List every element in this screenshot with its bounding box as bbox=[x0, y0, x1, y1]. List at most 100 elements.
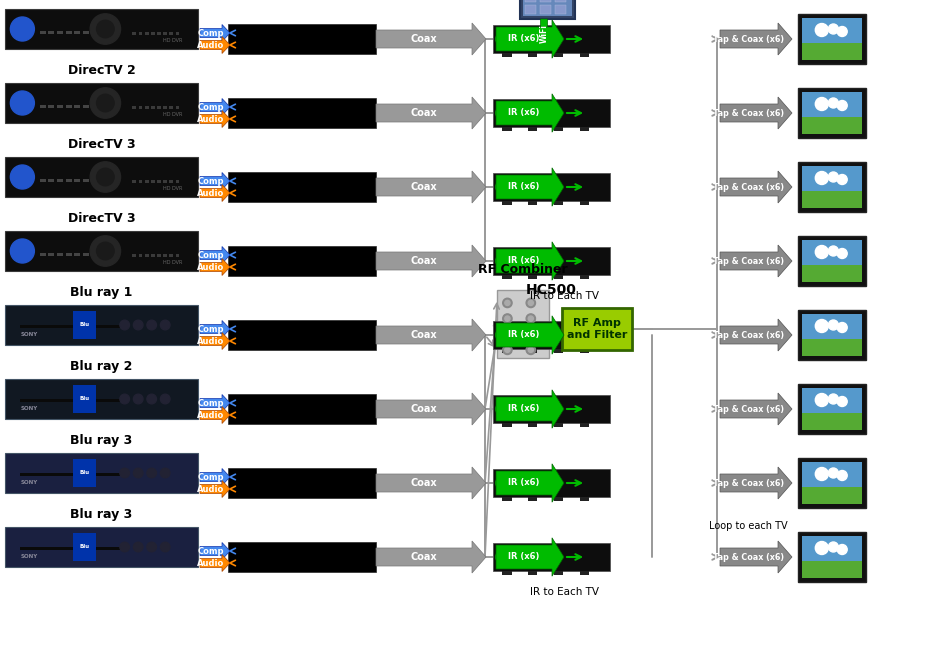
Bar bbox=[163, 32, 167, 35]
Bar bbox=[540, 0, 551, 2]
Text: Audio: Audio bbox=[198, 188, 224, 198]
Polygon shape bbox=[376, 319, 486, 351]
Text: Control4: Control4 bbox=[540, 331, 563, 336]
Text: Coax: Coax bbox=[410, 330, 437, 340]
Bar bbox=[151, 32, 155, 35]
Bar bbox=[57, 178, 63, 182]
Bar bbox=[528, 571, 538, 575]
Circle shape bbox=[133, 542, 142, 552]
Bar bbox=[555, 0, 566, 2]
Text: RF Amp
and Filter: RF Amp and Filter bbox=[567, 318, 627, 340]
Bar bbox=[554, 53, 563, 57]
Bar bbox=[5, 305, 198, 345]
Bar bbox=[139, 106, 142, 109]
Text: Coax: Coax bbox=[410, 552, 437, 562]
Bar bbox=[228, 468, 376, 498]
Bar bbox=[493, 173, 610, 201]
Bar bbox=[40, 105, 46, 108]
Bar bbox=[144, 106, 148, 109]
Bar bbox=[228, 542, 376, 572]
Circle shape bbox=[815, 23, 828, 36]
Bar bbox=[74, 178, 80, 182]
Bar bbox=[562, 308, 632, 350]
Bar bbox=[74, 30, 80, 34]
Bar bbox=[802, 92, 862, 117]
Polygon shape bbox=[720, 541, 792, 573]
Bar bbox=[176, 32, 180, 35]
Text: SONY: SONY bbox=[21, 554, 38, 560]
Bar bbox=[139, 180, 142, 183]
Text: IR (x6): IR (x6) bbox=[508, 404, 540, 414]
Bar bbox=[163, 254, 167, 257]
Circle shape bbox=[815, 394, 828, 406]
Bar bbox=[528, 201, 538, 206]
Polygon shape bbox=[720, 23, 792, 55]
Circle shape bbox=[528, 300, 533, 306]
Bar bbox=[554, 497, 563, 501]
Text: Coax: Coax bbox=[410, 256, 437, 266]
Text: Tap & Coax (x6): Tap & Coax (x6) bbox=[713, 479, 785, 487]
Bar bbox=[144, 180, 148, 183]
Bar bbox=[580, 423, 589, 427]
Bar bbox=[802, 92, 862, 134]
Circle shape bbox=[97, 168, 114, 186]
Text: HD DVR: HD DVR bbox=[163, 260, 182, 265]
Bar bbox=[493, 395, 610, 423]
Circle shape bbox=[496, 330, 506, 341]
Bar bbox=[503, 571, 512, 575]
Bar bbox=[528, 349, 538, 353]
Polygon shape bbox=[200, 259, 230, 276]
Circle shape bbox=[837, 544, 847, 554]
Bar bbox=[228, 24, 376, 54]
Circle shape bbox=[815, 245, 828, 259]
Bar bbox=[176, 254, 180, 257]
Bar bbox=[144, 32, 148, 35]
Bar bbox=[493, 321, 610, 349]
Text: Loop to each TV: Loop to each TV bbox=[710, 521, 788, 531]
Text: Tap & Coax (x6): Tap & Coax (x6) bbox=[713, 182, 785, 192]
Bar bbox=[580, 201, 589, 206]
Text: Blu: Blu bbox=[79, 544, 89, 550]
Bar bbox=[157, 180, 161, 183]
Bar bbox=[802, 166, 862, 208]
Bar bbox=[84, 30, 89, 34]
Circle shape bbox=[837, 27, 847, 36]
Text: HC500: HC500 bbox=[526, 0, 577, 1]
Polygon shape bbox=[200, 25, 230, 42]
Polygon shape bbox=[720, 97, 792, 129]
Bar bbox=[74, 253, 80, 256]
Circle shape bbox=[526, 298, 536, 308]
Bar bbox=[228, 320, 376, 350]
Bar bbox=[139, 32, 142, 35]
Bar bbox=[493, 469, 610, 497]
Bar bbox=[72, 311, 96, 339]
Bar bbox=[798, 458, 866, 508]
Circle shape bbox=[526, 345, 536, 355]
Polygon shape bbox=[376, 171, 486, 203]
Bar bbox=[798, 162, 866, 212]
Bar bbox=[580, 349, 589, 353]
Circle shape bbox=[503, 345, 512, 355]
Bar bbox=[176, 180, 180, 183]
Bar bbox=[169, 32, 173, 35]
Polygon shape bbox=[200, 394, 230, 412]
Polygon shape bbox=[496, 93, 564, 132]
Text: Tap & Coax (x6): Tap & Coax (x6) bbox=[713, 404, 785, 414]
Text: Coax: Coax bbox=[410, 108, 437, 118]
Bar bbox=[157, 106, 161, 109]
Circle shape bbox=[10, 239, 34, 263]
Bar bbox=[57, 30, 63, 34]
Text: Control4: Control4 bbox=[540, 35, 563, 40]
Circle shape bbox=[828, 468, 838, 478]
Text: Comp: Comp bbox=[198, 473, 224, 481]
Polygon shape bbox=[496, 168, 564, 206]
Circle shape bbox=[97, 242, 114, 260]
Text: HD DVR: HD DVR bbox=[163, 186, 182, 191]
Circle shape bbox=[828, 24, 838, 34]
Bar bbox=[554, 201, 563, 206]
Bar bbox=[540, 5, 551, 14]
Bar bbox=[228, 246, 376, 276]
Circle shape bbox=[815, 172, 828, 184]
Bar bbox=[40, 253, 46, 256]
Bar bbox=[528, 275, 538, 279]
